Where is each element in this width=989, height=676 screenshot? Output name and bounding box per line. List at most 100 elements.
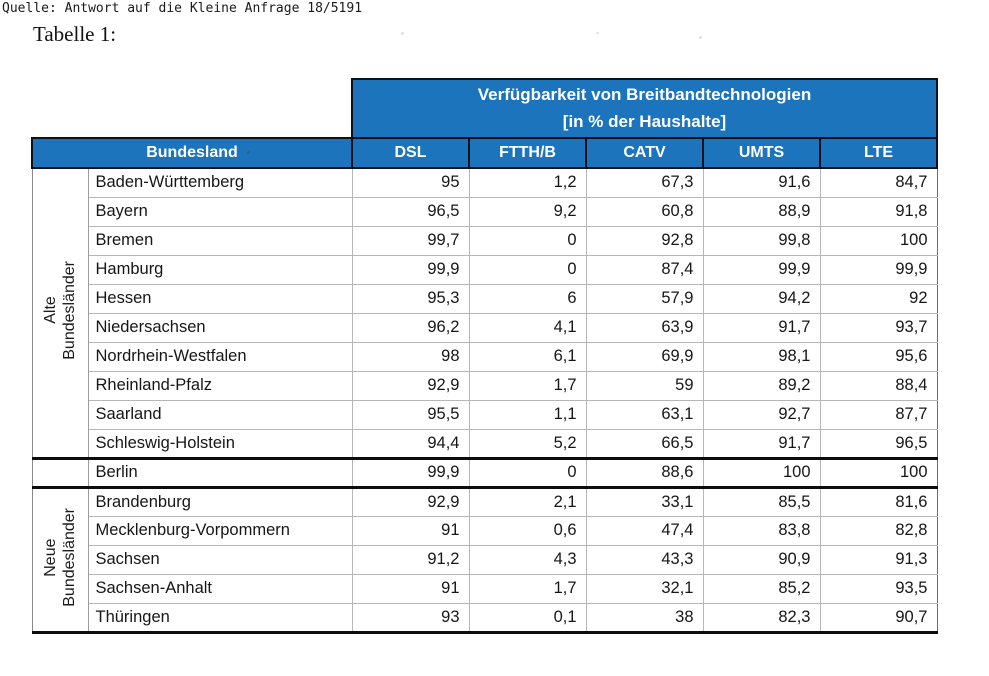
group-label-text: Neue Bundesländer (41, 507, 78, 607)
value-cell: 92 (819, 283, 938, 314)
value-cell: 63,9 (585, 312, 704, 343)
value-cell: 96,2 (351, 312, 470, 343)
value-cell: 9,2 (468, 196, 587, 227)
column-header-row: Bundesland DSL FTTH/B CATV UMTS LTE (31, 137, 938, 169)
value-cell: 93,5 (819, 573, 938, 604)
value-cell: 2,1 (468, 486, 587, 517)
table-row: Hessen 95,3 6 57,9 94,2 92 (32, 283, 938, 314)
value-cell: 91,7 (702, 428, 821, 460)
value-cell: 92,8 (585, 225, 704, 256)
state-name-cell: Saarland (87, 399, 353, 430)
value-cell: 92,9 (351, 486, 470, 517)
column-header-lte: LTE (819, 137, 938, 169)
value-cell: 82,3 (702, 602, 821, 634)
value-cell: 85,2 (702, 573, 821, 604)
value-cell: 96,5 (351, 196, 470, 227)
value-cell: 0 (468, 225, 587, 256)
state-name-cell: Sachsen-Anhalt (87, 573, 353, 604)
value-cell: 59 (585, 370, 704, 401)
column-header-ftthb: FTTH/B (468, 137, 587, 169)
value-cell: 94,2 (702, 283, 821, 314)
value-cell: 69,9 (585, 341, 704, 372)
state-name-cell: Hamburg (87, 254, 353, 285)
table-title-cell: Verfügbarkeit von Breitbandtechnologien … (351, 78, 938, 139)
value-cell: 6 (468, 283, 587, 314)
table-row: Bayern 96,5 9,2 60,8 88,9 91,8 (32, 196, 938, 227)
table-row: Sachsen 91,2 4,3 43,3 90,9 91,3 (32, 544, 938, 575)
column-header-umts: UMTS (702, 137, 821, 169)
scan-speck (247, 151, 250, 154)
state-name-cell: Baden-Württemberg (87, 167, 353, 198)
state-name-cell: Bayern (87, 196, 353, 227)
table-row: Berlin 99,9 0 88,6 100 100 (31, 457, 938, 489)
value-cell: 95,3 (351, 283, 470, 314)
group-label-empty (31, 457, 89, 489)
column-header-bundesland: Bundesland (31, 137, 353, 169)
table-row: Niedersachsen 96,2 4,1 63,9 91,7 93,7 (32, 312, 938, 343)
table-row: Mecklenburg-Vorpommern 91 0,6 47,4 83,8 82,8 (32, 515, 938, 546)
table-row: Schleswig-Holstein 94,4 5,2 66,5 91,7 96,5 (32, 428, 938, 460)
value-cell: 91 (351, 573, 470, 604)
value-cell: 1,2 (468, 167, 587, 198)
header-blank-cell (32, 79, 352, 138)
value-cell: 87,7 (819, 399, 938, 430)
value-cell: 93,7 (819, 312, 938, 343)
value-cell: 66,5 (585, 428, 704, 460)
state-name-cell: Brandenburg (87, 486, 353, 517)
value-cell: 87,4 (585, 254, 704, 285)
value-cell: 90,7 (819, 602, 938, 634)
value-cell: 5,2 (468, 428, 587, 460)
state-name-cell: Niedersachsen (87, 312, 353, 343)
value-cell: 91,3 (819, 544, 938, 575)
value-cell: 91,8 (819, 196, 938, 227)
group-label-alte-bundeslaender: Alte Bundesländer (31, 167, 89, 460)
group-label-text: Alte Bundesländer (41, 260, 78, 360)
state-name-cell: Schleswig-Holstein (87, 428, 353, 460)
value-cell: 0,6 (468, 515, 587, 546)
value-cell: 1,7 (468, 370, 587, 401)
value-cell: 81,6 (819, 486, 938, 517)
state-name-cell: Hessen (87, 283, 353, 314)
table-row: Saarland 95,5 1,1 63,1 92,7 87,7 (32, 399, 938, 430)
value-cell: 100 (819, 225, 938, 256)
value-cell: 47,4 (585, 515, 704, 546)
source-line: Quelle: Antwort auf die Kleine Anfrage 1… (2, 1, 363, 16)
value-cell: 91 (351, 515, 470, 546)
value-cell: 91,2 (351, 544, 470, 575)
value-cell: 92,9 (351, 370, 470, 401)
value-cell: 96,5 (819, 428, 938, 460)
value-cell: 1,7 (468, 573, 587, 604)
value-cell: 83,8 (702, 515, 821, 546)
table-body: Alte Bundesländer Baden-Württemberg 95 1,2 67… (31, 167, 938, 634)
value-cell: 95,5 (351, 399, 470, 430)
table-row: Sachsen-Anhalt 91 1,7 32,1 85,2 93,5 (32, 573, 938, 604)
value-cell: 88,6 (585, 457, 704, 489)
table-row: Nordrhein-Westfalen 98 6,1 69,9 98,1 95,6 (32, 341, 938, 372)
value-cell: 1,1 (468, 399, 587, 430)
state-name-cell: Bremen (87, 225, 353, 256)
value-cell: 99,9 (819, 254, 938, 285)
table-title-line1: Verfügbarkeit von Breitbandtechnologien (477, 85, 812, 105)
value-cell: 60,8 (585, 196, 704, 227)
value-cell: 98 (351, 341, 470, 372)
value-cell: 57,9 (585, 283, 704, 314)
value-cell: 88,9 (702, 196, 821, 227)
value-cell: 6,1 (468, 341, 587, 372)
value-cell: 99,9 (351, 254, 470, 285)
value-cell: 89,2 (702, 370, 821, 401)
value-cell: 0 (468, 457, 587, 489)
value-cell: 99,8 (702, 225, 821, 256)
value-cell: 91,7 (702, 312, 821, 343)
value-cell: 4,3 (468, 544, 587, 575)
value-cell: 91,6 (702, 167, 821, 198)
value-cell: 0 (468, 254, 587, 285)
value-cell: 0,1 (468, 602, 587, 634)
state-name-cell: Mecklenburg-Vorpommern (87, 515, 353, 546)
value-cell: 93 (351, 602, 470, 634)
table-row: Thüringen 93 0,1 38 82,3 90,7 (32, 602, 938, 634)
value-cell: 98,1 (702, 341, 821, 372)
column-header-catv: CATV (585, 137, 704, 169)
value-cell: 67,3 (585, 167, 704, 198)
group-label-neue-bundeslaender: Neue Bundesländer (31, 486, 89, 634)
table-title-line2: [in % der Haushalte] (562, 111, 727, 131)
